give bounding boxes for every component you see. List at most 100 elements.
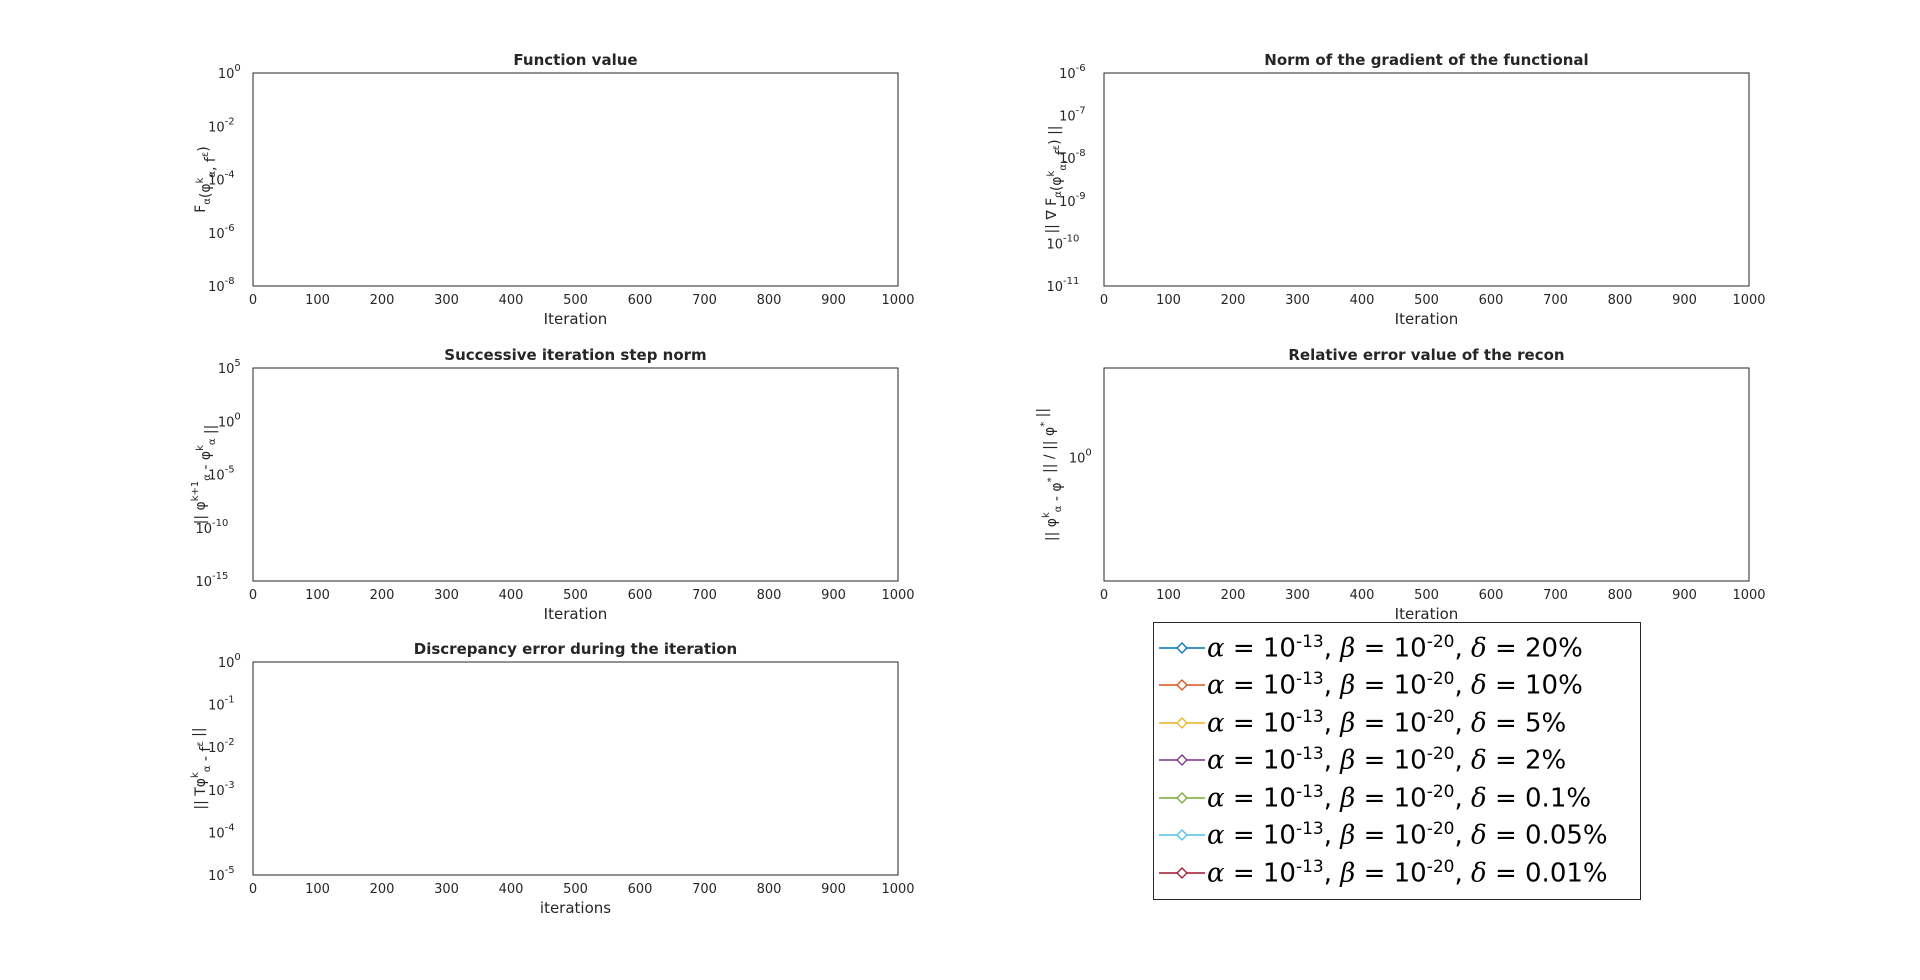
- x-tick-label: 300: [434, 293, 459, 308]
- axes-frame: [1103, 72, 1750, 287]
- legend-marker-icon: [1159, 754, 1205, 767]
- x-tick-label: 500: [1414, 293, 1439, 308]
- x-tick-label: 700: [692, 882, 717, 897]
- y-tick-label: 10-7: [1059, 106, 1086, 125]
- subplot-title: Successive iteration step norm: [444, 346, 706, 364]
- x-tick-label: 400: [499, 293, 524, 308]
- y-axis-label: || Tφkα - fε ||: [190, 727, 214, 809]
- subplot-4: 0 100 200 300 400 500 600 700 800 900 1000 100 Relat…: [1035, 346, 1766, 623]
- axes-frame: [252, 661, 899, 876]
- y-axis-label: Fα(φkα, fε): [193, 146, 219, 212]
- x-tick-label: 300: [434, 882, 459, 897]
- y-tick-label: 10-6: [1059, 63, 1086, 82]
- x-tick-label: 300: [1285, 588, 1310, 603]
- y-tick-label: 10-9: [1059, 191, 1086, 210]
- legend-marker-icon: [1159, 829, 1205, 842]
- subplot-title: Discrepancy error during the iteration: [414, 640, 737, 658]
- axes-frame: [1103, 367, 1750, 582]
- subplot-2: 0 100 200 300 400 500 600 700 800 900 1000 10-6 10-7…: [1044, 51, 1766, 328]
- x-tick-label: 600: [628, 293, 653, 308]
- x-tick-label: 900: [821, 588, 846, 603]
- x-tick-label: 800: [757, 293, 782, 308]
- legend: α = 10-13, β = 10-20, δ = 20% α = 10-13, …: [1153, 622, 1641, 900]
- legend-label: α = 10-13, β = 10-20, δ = 20%: [1207, 631, 1583, 664]
- x-tick-label: 1000: [881, 588, 914, 603]
- x-tick-label: 300: [1285, 293, 1310, 308]
- legend-entry: α = 10-13, β = 10-20, δ = 5%: [1154, 704, 1640, 742]
- y-axis-label: || φkα - φ* || / || φ* ||: [1035, 408, 1065, 541]
- x-tick-label: 100: [1156, 293, 1181, 308]
- y-tick-label: 100: [1069, 448, 1092, 467]
- x-tick-label: 800: [1608, 293, 1633, 308]
- y-tick-label: 10-3: [208, 780, 235, 799]
- y-tick-label: 10-1: [208, 695, 235, 714]
- x-tick-label: 800: [1608, 588, 1633, 603]
- legend-entry: α = 10-13, β = 10-20, δ = 10%: [1154, 667, 1640, 705]
- x-tick-label: 1000: [881, 293, 914, 308]
- legend-entry: α = 10-13, β = 10-20, δ = 20%: [1154, 629, 1640, 667]
- x-tick-label: 600: [628, 588, 653, 603]
- legend-marker-icon: [1159, 716, 1205, 729]
- x-tick-label: 900: [1672, 293, 1697, 308]
- x-tick-label: 1000: [1732, 588, 1765, 603]
- subplot-5: 0 100 200 300 400 500 600 700 800 900 1000 100 10-1 1…: [190, 640, 915, 917]
- y-axis-label: || ∇ Fα(φkα, fε) ||: [1044, 125, 1070, 233]
- x-tick-label: 500: [563, 293, 588, 308]
- x-axis-label: Iteration: [1395, 605, 1459, 623]
- x-tick-label: 500: [1414, 588, 1439, 603]
- y-tick-label: 10-10: [196, 518, 229, 537]
- legend-label: α = 10-13, β = 10-20, δ = 0.05%: [1207, 819, 1608, 852]
- x-tick-label: 600: [1479, 588, 1504, 603]
- x-tick-label: 400: [1350, 293, 1375, 308]
- x-tick-label: 500: [563, 882, 588, 897]
- x-tick-label: 700: [692, 293, 717, 308]
- y-tick-label: 105: [218, 358, 241, 377]
- x-axis-label: Iteration: [544, 310, 608, 328]
- x-tick-label: 900: [821, 882, 846, 897]
- x-tick-label: 0: [1100, 588, 1108, 603]
- x-axis-label: Iteration: [1395, 310, 1459, 328]
- subplot-title: Relative error value of the recon: [1288, 346, 1564, 364]
- x-tick-label: 1000: [881, 882, 914, 897]
- x-tick-label: 800: [757, 882, 782, 897]
- x-tick-label: 200: [1221, 293, 1246, 308]
- legend-entry: α = 10-13, β = 10-20, δ = 0.01%: [1154, 854, 1640, 892]
- x-tick-label: 300: [434, 588, 459, 603]
- x-tick-label: 0: [249, 293, 257, 308]
- legend-entry: α = 10-13, β = 10-20, δ = 0.1%: [1154, 779, 1640, 817]
- subplot-1: 0 100 200 300 400 500 600 700 800 900 1000 100 10-2 1…: [193, 51, 915, 328]
- y-tick-label: 10-5: [208, 865, 235, 884]
- x-tick-label: 0: [249, 588, 257, 603]
- y-tick-label: 10-4: [208, 822, 235, 841]
- legend-marker-icon: [1159, 791, 1205, 804]
- x-axis-label: Iteration: [544, 605, 608, 623]
- y-tick-label: 10-11: [1047, 276, 1080, 295]
- y-tick-label: 10-8: [1059, 148, 1086, 167]
- x-tick-label: 0: [1100, 293, 1108, 308]
- x-tick-label: 700: [1543, 588, 1568, 603]
- x-tick-label: 200: [370, 293, 395, 308]
- x-axis-label: iterations: [540, 899, 611, 917]
- y-tick-label: 10-2: [208, 116, 235, 135]
- x-tick-label: 400: [499, 882, 524, 897]
- y-tick-label: 100: [218, 63, 241, 82]
- x-tick-label: 900: [1672, 588, 1697, 603]
- y-tick-label: 10-15: [196, 571, 229, 590]
- y-tick-label: 10-6: [208, 223, 235, 242]
- x-tick-label: 600: [628, 882, 653, 897]
- subplot-title: Function value: [513, 51, 637, 69]
- y-tick-label: 100: [218, 411, 241, 430]
- x-tick-label: 100: [1156, 588, 1181, 603]
- x-tick-label: 700: [1543, 293, 1568, 308]
- x-tick-label: 100: [305, 293, 330, 308]
- x-tick-label: 800: [757, 588, 782, 603]
- legend-label: α = 10-13, β = 10-20, δ = 10%: [1207, 669, 1583, 702]
- legend-label: α = 10-13, β = 10-20, δ = 2%: [1207, 744, 1567, 777]
- legend-label: α = 10-13, β = 10-20, δ = 0.1%: [1207, 781, 1592, 814]
- x-tick-label: 400: [499, 588, 524, 603]
- axes-frame: [252, 367, 899, 582]
- legend-entry: α = 10-13, β = 10-20, δ = 2%: [1154, 742, 1640, 780]
- x-tick-label: 400: [1350, 588, 1375, 603]
